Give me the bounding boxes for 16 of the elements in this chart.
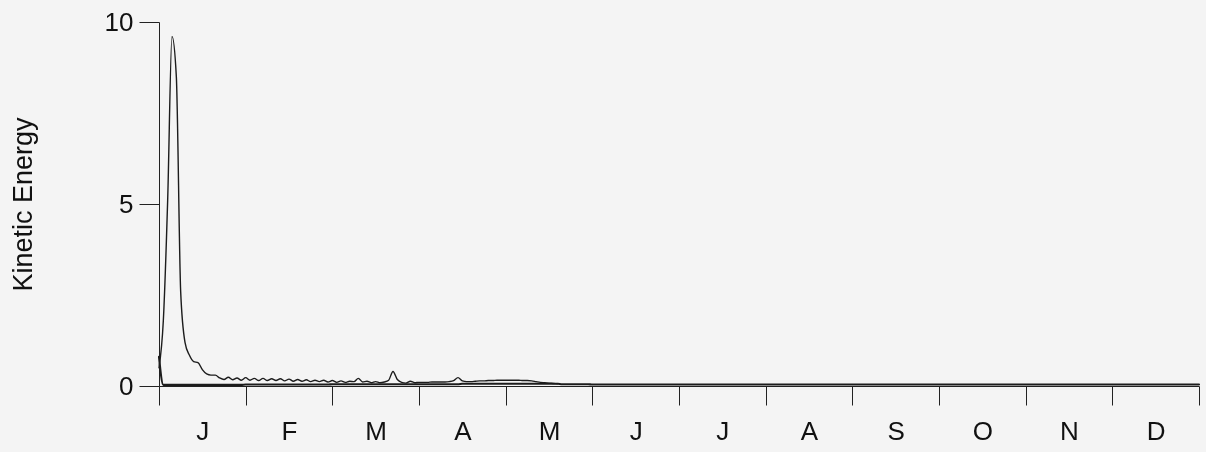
x-tick-label: D: [1146, 415, 1166, 446]
x-tick-label: N: [1060, 415, 1079, 446]
y-tick-label: 5: [119, 188, 134, 219]
x-tick-label: J: [629, 415, 643, 446]
x-tick-label: M: [538, 415, 561, 446]
x-tick-label: A: [454, 415, 473, 446]
x-tick-label: O: [972, 415, 993, 446]
y-tick-label: 0: [119, 370, 134, 401]
x-tick-label: J: [196, 415, 210, 446]
x-tick-label: A: [800, 415, 819, 446]
y-tick-label: 10: [104, 6, 134, 37]
y-axis-title: Kinetic Energy: [7, 116, 38, 292]
x-tick-label: S: [887, 415, 905, 446]
x-tick-label: F: [281, 415, 298, 446]
x-tick-label: M: [365, 415, 387, 446]
x-tick-label: J: [716, 415, 730, 446]
